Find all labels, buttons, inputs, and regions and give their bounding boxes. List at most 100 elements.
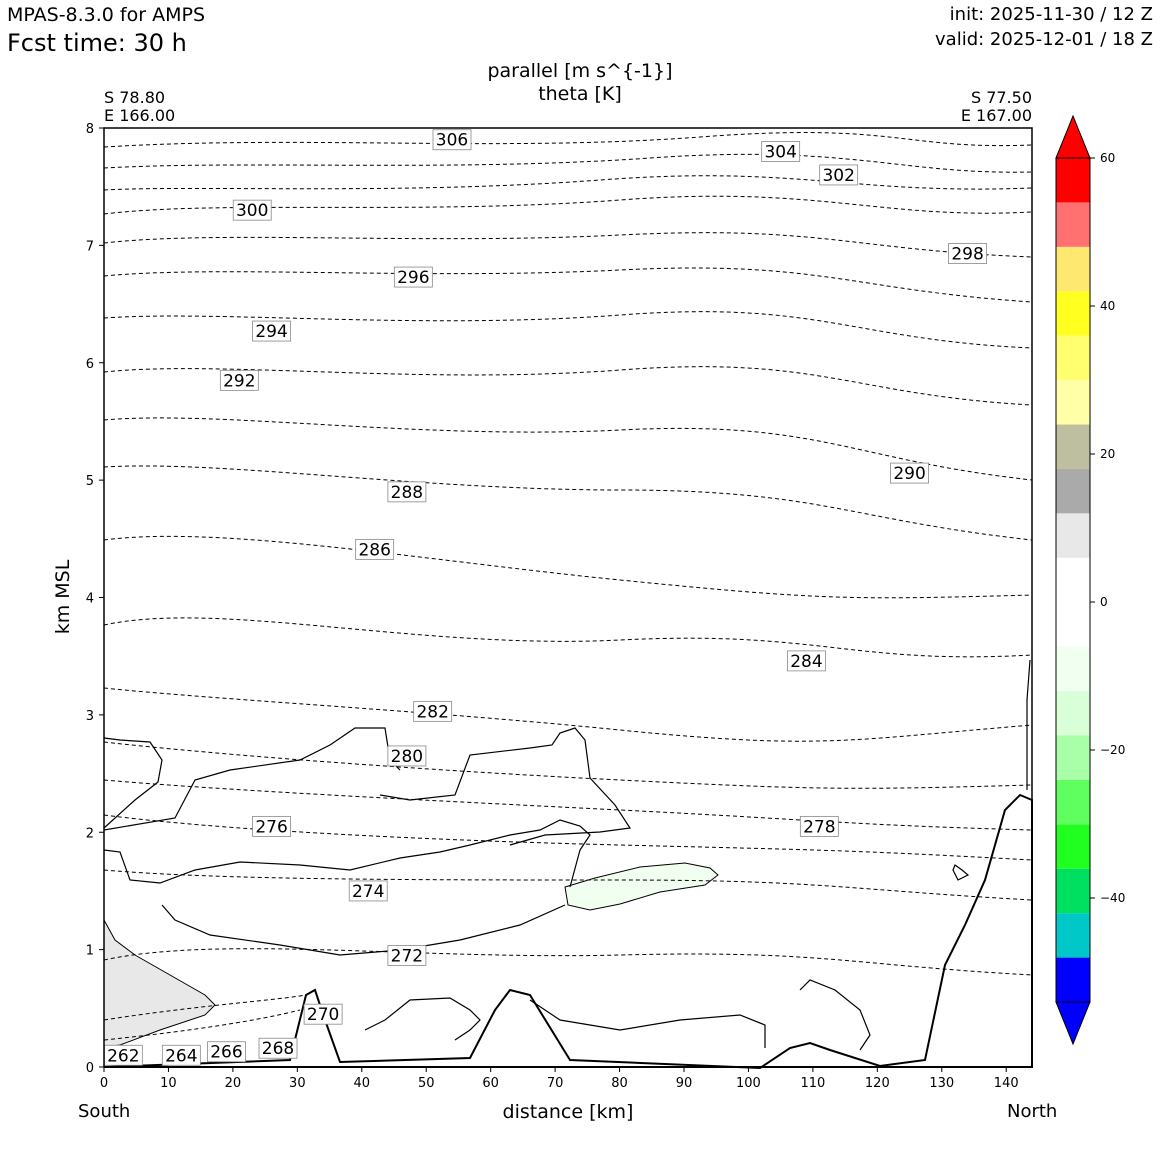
theta-label-text: 278 (803, 817, 835, 837)
x-tick-label: 60 (482, 1076, 499, 1091)
theta-label-box (387, 481, 427, 503)
y-tick-label: 8 (86, 122, 94, 137)
forecast-time: Fcst time: 30 h (7, 29, 187, 57)
theta-label-text: 284 (790, 652, 822, 672)
colorbar-segment (1056, 557, 1090, 603)
y-axis-label: km MSL (52, 559, 74, 634)
theta-label: 298 (948, 243, 987, 265)
colorbar-segment (1056, 602, 1090, 647)
colorbar-tick-label: 0 (1100, 595, 1108, 609)
theta-label: 270 (303, 1003, 343, 1025)
x-axis: 0 10 20 30 40 50 60 70 80 90 100 110 120 130 140 (100, 1067, 1019, 1091)
theta-label-text: 296 (397, 268, 429, 288)
init-time: init: 2025-11-30 / 12 Z (949, 4, 1153, 25)
theta-label-text: 298 (951, 245, 983, 265)
theta-label-box (890, 462, 929, 484)
theta-label: 286 (355, 538, 395, 560)
x-axis-label: distance [km] (503, 1101, 634, 1123)
theta-label: 296 (393, 266, 433, 288)
colorbar-segment (1056, 824, 1090, 869)
model-title: MPAS-8.3.0 for AMPS (7, 4, 206, 26)
y-axis: 0 1 2 3 4 5 6 7 8 (86, 122, 104, 1076)
theta-label: 280 (387, 745, 427, 767)
colorbar-segment (1056, 513, 1090, 558)
shaded-region-green (564, 862, 719, 911)
theta-label-box (948, 243, 987, 264)
theta-label: 274 (348, 880, 388, 902)
theta-label: 268 (258, 1037, 298, 1059)
colorbar-segment (1056, 158, 1090, 203)
shaded-region-left (103, 919, 216, 1048)
x-tick-label: 100 (736, 1076, 761, 1091)
chart-subtitle: theta [K] (538, 83, 622, 105)
y-tick-label: 0 (86, 1061, 94, 1076)
theta-label-text: 270 (307, 1005, 339, 1025)
colorbar-segment (1056, 913, 1090, 958)
theta-label-text: 304 (764, 142, 796, 162)
theta-label: 284 (787, 650, 826, 672)
colorbar-segment (1056, 468, 1090, 514)
direction-south: South (78, 1101, 131, 1122)
theta-label: 290 (890, 462, 929, 484)
colorbar-segment (1056, 380, 1090, 425)
colorbar-segment (1056, 291, 1090, 336)
theta-label: 276 (252, 815, 291, 837)
terrain-outline (103, 793, 1033, 1070)
theta-label-text: 286 (358, 540, 390, 560)
valid-time: valid: 2025-12-01 / 18 Z (935, 29, 1153, 50)
colorbar-tick-label: 60 (1100, 151, 1115, 165)
theta-label: 266 (207, 1041, 246, 1063)
theta-label-text: 280 (391, 747, 423, 767)
theta-label-text: 294 (255, 322, 287, 342)
theta-label-text: 272 (391, 946, 423, 966)
theta-label: 292 (219, 369, 259, 391)
x-tick-label: 80 (611, 1076, 628, 1091)
colorbar-segment (1056, 957, 1090, 1002)
y-tick-label: 6 (86, 357, 94, 372)
theta-label: 272 (387, 945, 427, 966)
colorbar-tick-label: 40 (1100, 299, 1115, 313)
theta-label: 306 (432, 129, 472, 151)
theta-label-text: 292 (223, 371, 255, 391)
theta-label-box (232, 199, 272, 221)
theta-label-box (393, 266, 433, 288)
theta-label: 278 (799, 815, 839, 837)
theta-label-text: 264 (165, 1046, 197, 1066)
x-tick-label: 140 (994, 1076, 1019, 1091)
x-tick-label: 20 (225, 1076, 242, 1091)
x-tick-label: 120 (865, 1076, 890, 1091)
x-tick-label: 10 (160, 1076, 177, 1091)
theta-label-text: 300 (236, 201, 268, 221)
colorbar-segment (1056, 735, 1090, 780)
x-tick-label: 90 (676, 1076, 693, 1091)
theta-label: 302 (819, 164, 859, 186)
theta-label-text: 274 (352, 882, 384, 902)
x-tick-label: 30 (289, 1076, 306, 1091)
theta-label-box (252, 815, 291, 837)
x-tick-label: 70 (547, 1076, 564, 1091)
left-endpoint-coords: S 78.80 E 166.00 (104, 89, 175, 125)
theta-label-box (787, 650, 826, 672)
colorbar-segment (1056, 779, 1090, 825)
direction-north: North (1007, 1101, 1058, 1122)
colorbar-extend-top (1055, 114, 1091, 159)
colorbar-tick-label: 20 (1100, 447, 1115, 461)
theta-label-text: 268 (262, 1039, 294, 1059)
theta-label-box (207, 1041, 246, 1063)
x-tick-label: 0 (100, 1076, 108, 1091)
y-tick-label: 5 (86, 474, 94, 489)
colorbar-extend-bottom (1055, 1001, 1091, 1046)
theta-label-box (387, 945, 427, 966)
right-endpoint-coords: S 77.50 E 167.00 (961, 89, 1032, 125)
theta-contours (103, 132, 1033, 1041)
theta-label: 264 (161, 1044, 201, 1066)
plot-layer: 262 264 266 268 270 272 274 276 278 280 282 284 286 2… (103, 129, 1033, 1070)
colorbar-segment (1056, 246, 1090, 292)
theta-label-text: 290 (893, 464, 925, 484)
theta-label-text: 288 (391, 483, 423, 503)
theta-label-box (387, 745, 427, 767)
theta-label-box (761, 141, 801, 162)
colorbar-segment (1056, 424, 1090, 469)
theta-label-box (432, 129, 472, 151)
colorbar-segment (1056, 691, 1090, 736)
